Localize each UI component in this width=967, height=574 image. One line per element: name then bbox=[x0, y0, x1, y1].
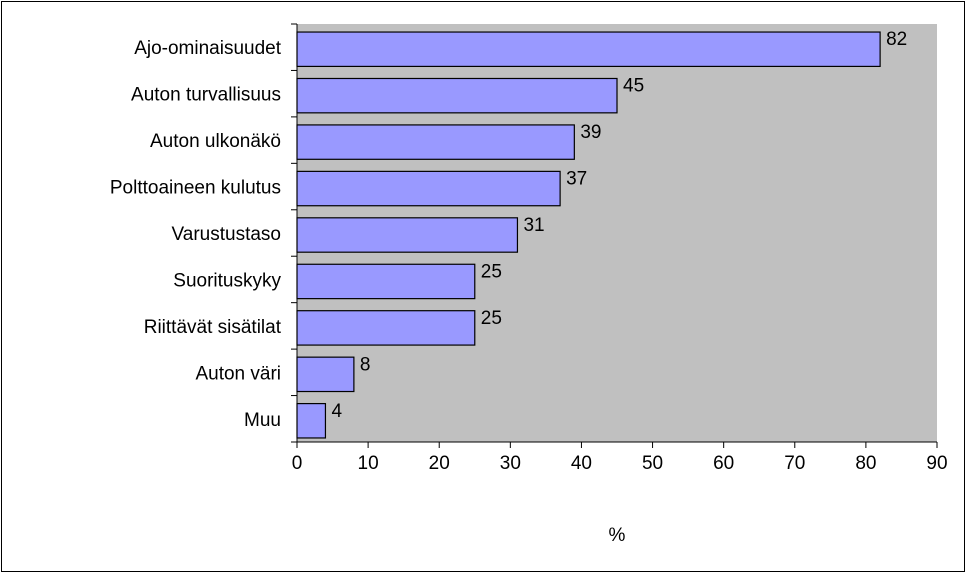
y-tick-label: Auton väri bbox=[195, 363, 281, 384]
y-tick-label: Suorituskyky bbox=[173, 270, 281, 291]
bar bbox=[296, 124, 575, 160]
y-tick-label: Ajo-ominaisuudet bbox=[134, 38, 282, 59]
bar bbox=[296, 77, 618, 114]
y-tick-label: Auton turvallisuus bbox=[131, 85, 281, 106]
x-tick-label: 80 bbox=[855, 453, 876, 474]
x-tick-label: 10 bbox=[358, 453, 379, 474]
y-tick-label: Muu bbox=[244, 410, 281, 431]
x-tick-label: 90 bbox=[926, 453, 947, 474]
x-tick-label: 20 bbox=[429, 453, 450, 474]
x-tick-label: 60 bbox=[713, 453, 734, 474]
bar bbox=[296, 402, 327, 439]
bar bbox=[296, 217, 519, 253]
x-tick-label: 70 bbox=[784, 453, 805, 474]
bar bbox=[296, 263, 476, 300]
x-tick-label: 50 bbox=[642, 453, 663, 474]
data-label: 25 bbox=[481, 308, 502, 329]
x-tick-label: 0 bbox=[292, 453, 303, 474]
data-label: 8 bbox=[360, 354, 371, 375]
bar bbox=[296, 31, 881, 68]
bar bbox=[296, 170, 561, 207]
y-tick-label: Riittävät sisätilat bbox=[144, 317, 282, 338]
data-label: 39 bbox=[580, 122, 601, 143]
data-label: 45 bbox=[623, 76, 644, 97]
data-label: 25 bbox=[481, 261, 502, 282]
y-tick-label: Varustustaso bbox=[172, 224, 281, 245]
data-label: 4 bbox=[331, 401, 342, 422]
x-tick-label: 30 bbox=[500, 453, 521, 474]
data-label: 31 bbox=[523, 215, 544, 236]
y-tick-label: Polttoaineen kulutus bbox=[110, 178, 281, 199]
data-label: 37 bbox=[566, 169, 587, 190]
x-axis-label: % bbox=[609, 525, 626, 546]
y-tick-label: Auton ulkonäkö bbox=[150, 131, 281, 152]
data-label: 82 bbox=[886, 29, 907, 50]
bar bbox=[296, 310, 476, 346]
x-tick-label: 40 bbox=[571, 453, 592, 474]
bar bbox=[296, 356, 355, 393]
